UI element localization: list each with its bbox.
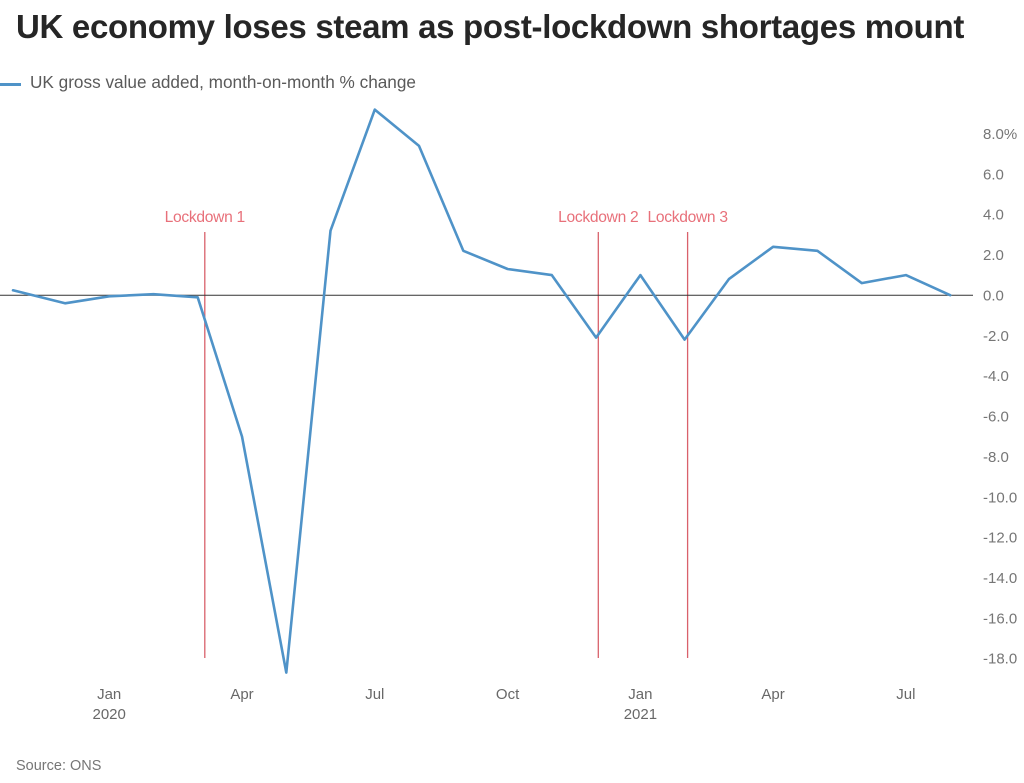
svg-text:Jan: Jan (97, 686, 121, 703)
svg-text:Lockdown 3: Lockdown 3 (647, 209, 727, 226)
svg-text:Lockdown 1: Lockdown 1 (165, 209, 245, 226)
svg-text:Jul: Jul (896, 686, 915, 703)
svg-text:Jan: Jan (628, 686, 652, 703)
svg-text:Oct: Oct (496, 686, 520, 703)
svg-text:-14.0: -14.0 (983, 570, 1017, 587)
svg-text:-10.0: -10.0 (983, 489, 1017, 506)
svg-text:0.0: 0.0 (983, 287, 1004, 304)
svg-text:Lockdown 2: Lockdown 2 (558, 209, 638, 226)
svg-text:-4.0: -4.0 (983, 368, 1009, 385)
svg-text:4.0: 4.0 (983, 207, 1004, 224)
svg-text:Jul: Jul (365, 686, 384, 703)
svg-text:-16.0: -16.0 (983, 610, 1017, 627)
svg-text:-2.0: -2.0 (983, 328, 1009, 345)
svg-text:Apr: Apr (761, 686, 784, 703)
svg-text:6.0: 6.0 (983, 166, 1004, 183)
svg-text:-8.0: -8.0 (983, 449, 1009, 466)
svg-text:-18.0: -18.0 (983, 651, 1017, 668)
svg-text:-12.0: -12.0 (983, 530, 1017, 547)
svg-text:2020: 2020 (93, 706, 126, 723)
svg-text:Apr: Apr (230, 686, 253, 703)
svg-text:8.0%: 8.0% (983, 126, 1017, 143)
svg-text:-6.0: -6.0 (983, 409, 1009, 426)
svg-text:2.0: 2.0 (983, 247, 1004, 264)
svg-text:2021: 2021 (624, 706, 657, 723)
